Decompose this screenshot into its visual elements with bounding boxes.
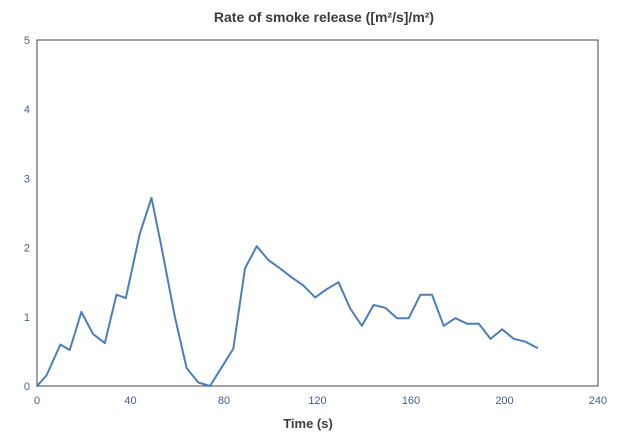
x-axis-label: Time (s)	[283, 416, 333, 431]
x-tick-label: 0	[34, 395, 40, 407]
series-line	[36, 196, 539, 387]
y-axis-ticks: 0 1 2 3 4 5	[24, 35, 30, 393]
y-tick-label: 1	[24, 312, 30, 324]
y-tick-label: 4	[24, 104, 30, 116]
x-tick-label: 40	[124, 395, 136, 407]
x-axis-ticks: 0 40 80 120 160 200 240	[34, 395, 607, 407]
series-group	[36, 196, 539, 387]
y-tick-label: 5	[24, 35, 30, 47]
x-tick-label: 240	[589, 395, 607, 407]
y-tick-label: 0	[24, 381, 30, 393]
x-tick-label: 160	[402, 395, 420, 407]
x-tick-label: 80	[218, 395, 230, 407]
chart-title: Rate of smoke release ([m²/s]/m²)	[214, 9, 434, 25]
x-tick-label: 120	[308, 395, 326, 407]
y-tick-label: 2	[24, 243, 30, 255]
y-tick-label: 3	[24, 173, 30, 185]
plot-frame	[36, 39, 599, 387]
x-tick-label: 200	[495, 395, 513, 407]
